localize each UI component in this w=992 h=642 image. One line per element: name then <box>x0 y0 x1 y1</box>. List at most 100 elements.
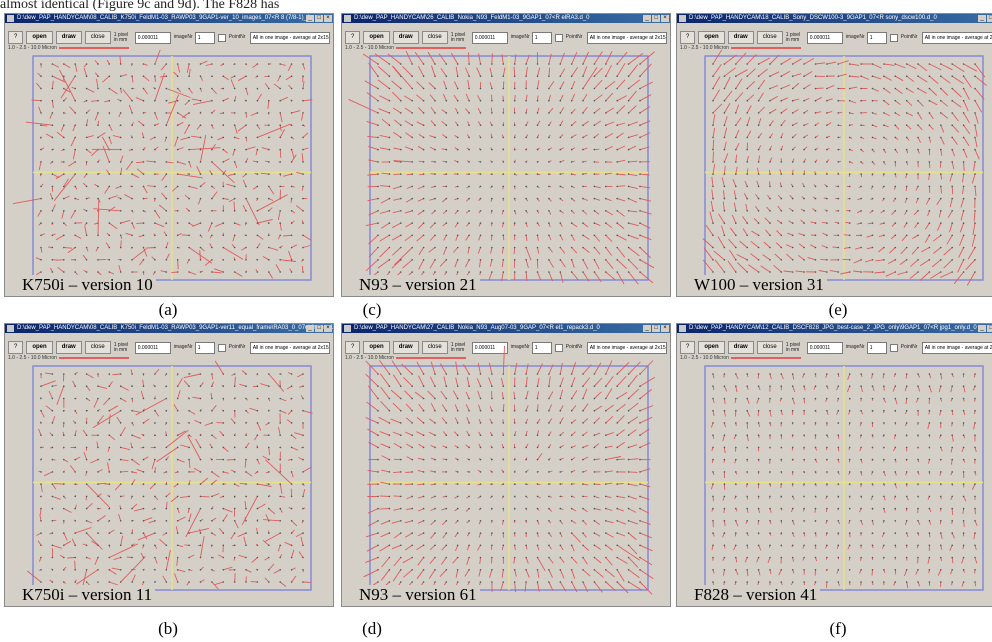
open-button[interactable]: open <box>698 31 725 44</box>
grid-point <box>445 222 448 224</box>
grid-point <box>97 234 99 237</box>
help-button[interactable]: ? <box>8 31 24 44</box>
help-button[interactable]: ? <box>345 31 361 44</box>
display-mode-select[interactable]: All in one image - average at 2x15 point… <box>586 341 667 354</box>
close-button[interactable]: close <box>84 31 111 44</box>
help-button[interactable]: ? <box>680 31 696 44</box>
image-number-select[interactable]: 1 <box>531 341 552 354</box>
image-number-select[interactable]: 1 <box>194 341 215 354</box>
point-number-checkbox[interactable] <box>554 343 563 352</box>
residual-vector <box>86 385 91 392</box>
draw-button[interactable]: draw <box>727 341 754 354</box>
point-number-checkbox[interactable] <box>217 33 226 42</box>
point-number-checkbox[interactable] <box>554 33 563 42</box>
image-number-select[interactable]: 1 <box>866 31 887 44</box>
pixel-size-input[interactable]: 0.000011 <box>806 31 843 44</box>
display-mode-select[interactable]: All in one image - average at 2x15 point… <box>586 31 667 44</box>
close-button[interactable]: close <box>84 341 111 354</box>
point-number-checkbox[interactable] <box>889 343 898 352</box>
maximize-icon[interactable]: □ <box>987 325 992 332</box>
grid-point <box>256 112 259 114</box>
grid-point <box>951 63 953 65</box>
residual-vector <box>513 247 516 255</box>
grid-point <box>616 148 618 151</box>
point-number-checkbox[interactable] <box>889 33 898 42</box>
close-icon[interactable]: × <box>324 325 332 332</box>
maximize-icon[interactable]: □ <box>652 325 660 332</box>
close-icon[interactable]: × <box>324 15 332 22</box>
open-button[interactable]: open <box>26 341 53 354</box>
residual-vector <box>55 234 65 241</box>
help-button[interactable]: ? <box>8 341 24 354</box>
minimize-icon[interactable]: _ <box>978 15 986 22</box>
pixel-size-input[interactable]: 0.000011 <box>806 341 843 354</box>
grid-point <box>445 161 448 163</box>
close-button[interactable]: close <box>756 31 783 44</box>
draw-button[interactable]: draw <box>55 341 82 354</box>
draw-button[interactable]: draw <box>392 31 419 44</box>
help-button[interactable]: ? <box>680 341 696 354</box>
minimize-icon[interactable]: _ <box>643 325 651 332</box>
grid-point <box>211 544 213 547</box>
pixel-size-input[interactable]: 0.000011 <box>134 31 171 44</box>
image-number-select[interactable]: 1 <box>531 31 552 44</box>
maximize-icon[interactable]: □ <box>315 325 323 332</box>
grid-point <box>871 161 874 163</box>
grid-point <box>456 422 459 424</box>
residual-vector <box>962 186 965 195</box>
maximize-icon[interactable]: □ <box>987 15 992 22</box>
open-button[interactable]: open <box>698 341 725 354</box>
grid-point <box>199 87 202 90</box>
draw-button[interactable]: draw <box>392 341 419 354</box>
close-button[interactable]: close <box>756 341 783 354</box>
draw-button[interactable]: draw <box>55 31 82 44</box>
grid-point <box>928 75 931 77</box>
grid-point <box>883 75 885 77</box>
maximize-icon[interactable]: □ <box>315 15 323 22</box>
grid-point <box>826 409 828 412</box>
residual-vector <box>929 124 934 130</box>
residual-vector <box>262 455 270 460</box>
minimize-icon[interactable]: _ <box>306 15 314 22</box>
residual-vector <box>735 142 740 150</box>
grid-point <box>905 112 908 114</box>
close-button[interactable]: close <box>421 31 448 44</box>
image-number-select[interactable]: 1 <box>866 341 887 354</box>
grid-point <box>605 409 607 412</box>
help-button[interactable]: ? <box>345 341 361 354</box>
grid-point <box>176 446 179 449</box>
grid-point <box>757 75 760 77</box>
residual-vector <box>803 71 813 77</box>
residual-vector <box>746 410 751 417</box>
residual-vector <box>39 514 42 521</box>
close-icon[interactable]: × <box>661 15 669 22</box>
grid-point <box>97 434 99 436</box>
point-number-checkbox[interactable] <box>217 343 226 352</box>
display-mode-select[interactable]: All in one image - average at 2x15 point… <box>249 31 330 44</box>
draw-button[interactable]: draw <box>727 31 754 44</box>
grid-point <box>108 544 111 547</box>
grid-point <box>74 434 76 436</box>
residual-vector <box>960 210 965 221</box>
grid-point <box>51 148 54 151</box>
residual-vector <box>177 430 186 436</box>
minimize-icon[interactable]: _ <box>978 325 986 332</box>
pixel-size-input[interactable]: 0.000011 <box>471 341 508 354</box>
image-number-select[interactable]: 1 <box>194 31 215 44</box>
display-mode-select[interactable]: All in one image - average at 2x15 point… <box>921 31 992 44</box>
pixel-size-input[interactable]: 0.000011 <box>471 31 508 44</box>
grid-point <box>826 373 828 375</box>
minimize-icon[interactable]: _ <box>643 15 651 22</box>
open-button[interactable]: open <box>26 31 53 44</box>
residual-vector <box>183 373 201 379</box>
maximize-icon[interactable]: □ <box>652 15 660 22</box>
minimize-icon[interactable]: _ <box>306 325 314 332</box>
display-mode-select[interactable]: All in one image - average at 2x15 point… <box>249 341 330 354</box>
open-button[interactable]: open <box>363 31 390 44</box>
open-button[interactable]: open <box>363 341 390 354</box>
display-mode-select[interactable]: All in one image - average at 2x15 point… <box>921 341 992 354</box>
close-button[interactable]: close <box>421 341 448 354</box>
pixel-size-input[interactable]: 0.000011 <box>134 341 171 354</box>
grid-point <box>639 124 641 126</box>
close-icon[interactable]: × <box>661 325 669 332</box>
